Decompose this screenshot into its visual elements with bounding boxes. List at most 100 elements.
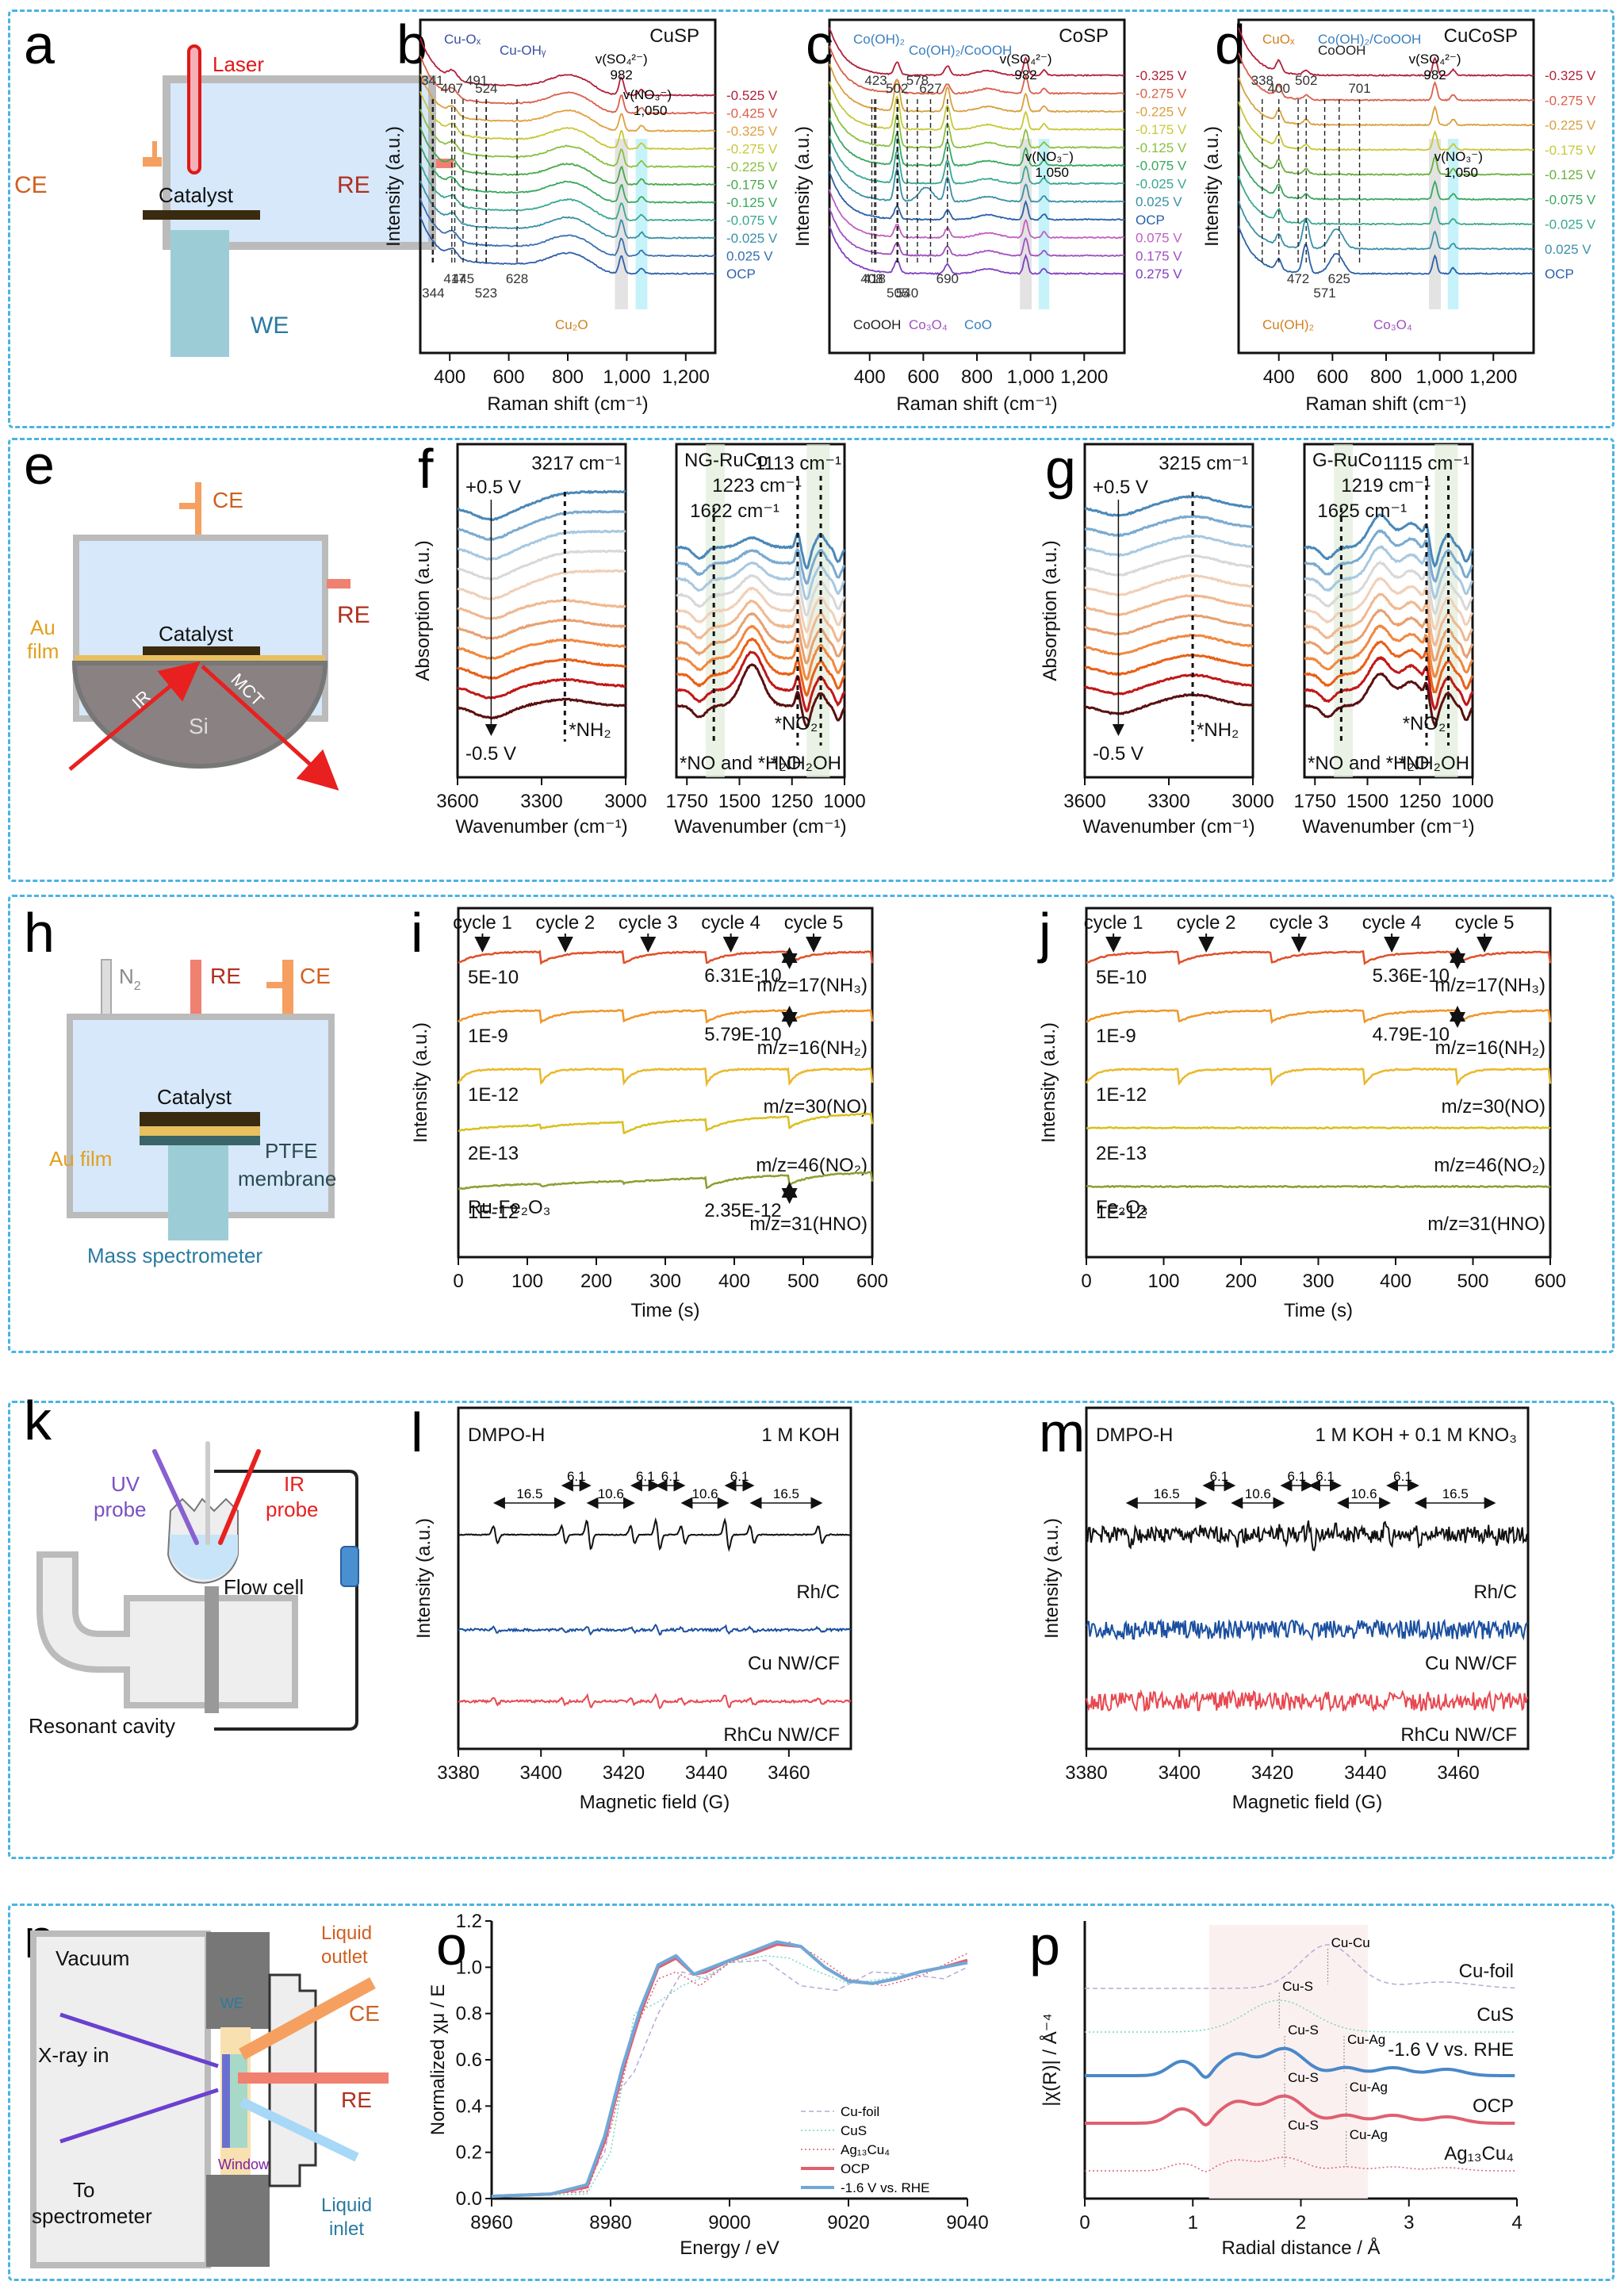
- y-axis-title: Intensity (a.u.): [413, 1518, 435, 1639]
- potential-label: -0.275 V: [726, 142, 778, 157]
- y-axis-title: |χ(R)| / Å⁻⁴: [1039, 2013, 1061, 2106]
- chart-title: CoSP: [1059, 25, 1109, 47]
- xray-in-beam: [59, 2012, 219, 2069]
- ce-label-n: CE: [349, 2001, 380, 2026]
- panel-k-diagram: k UV probe IR probe Flow cell Resonant c…: [24, 1390, 359, 1738]
- flow-cell-tube: [205, 1586, 219, 1713]
- ce-label: CE: [14, 172, 48, 198]
- catalyst-label-e: Catalyst: [159, 622, 234, 646]
- electrolyte-label: 1 M KOH: [761, 1424, 840, 1446]
- x-tick-label: 3: [1404, 2212, 1414, 2233]
- sample-label: NG-RuCo: [684, 450, 768, 471]
- ftir-spectrum: [457, 697, 626, 720]
- plot-frame: [1085, 1406, 1530, 1750]
- potential-label: 0.075 V: [1136, 231, 1182, 246]
- chart-ftir-g1: 3600 3300 3000 Wavenumber (cm⁻¹) Absorption …: [1040, 438, 1274, 838]
- chart-title: CuCoSP: [1444, 25, 1518, 47]
- y-tick-label: 0.8: [456, 2003, 482, 2025]
- panel-label-i: i: [411, 902, 423, 964]
- ftir-spectrum: [1304, 544, 1474, 600]
- potential-label: -0.225 V: [1136, 104, 1187, 119]
- laser-probe: [187, 44, 201, 174]
- ftir-spectrum: [676, 637, 846, 697]
- chart-exafs-p: 0 1 2 3 4 Radial distance / Å |χ(R)| / Å⁻⁴ p Cu-…: [1029, 1915, 1522, 2259]
- ftir-spectrum: [676, 547, 846, 585]
- peak-label: 3217 cm⁻¹: [531, 453, 621, 474]
- x-tick-label: 1250: [1399, 791, 1441, 812]
- x-tick-label: 800: [552, 366, 584, 388]
- x-axis-title: Raman shift (cm⁻¹): [487, 393, 648, 415]
- sample-label: Rh/C: [796, 1582, 840, 1603]
- raman-spectrum: [419, 90, 716, 151]
- peak-label-3: 1115 cm⁻¹: [1383, 453, 1469, 474]
- inlet-label-2: inlet: [329, 2218, 364, 2240]
- x-tick-label: 3460: [1437, 1762, 1479, 1784]
- mz-label: m/z=31(HNO): [749, 1214, 868, 1235]
- ftir-spectrum: [1084, 573, 1254, 596]
- ptfe-label-1: PTFE: [265, 1139, 317, 1163]
- bond-label: Cu-S: [1288, 2070, 1319, 2085]
- splitting-value: 16.5: [516, 1486, 542, 1501]
- peak-value-label: 627: [919, 81, 941, 96]
- panel-label-a: a: [24, 13, 55, 75]
- ftir-spectrum: [457, 509, 626, 542]
- raman-spectrum: [419, 144, 716, 204]
- ms-signal: [1086, 1184, 1551, 1189]
- mz-label: m/z=30(NO): [1442, 1096, 1545, 1118]
- raman-spectrum: [419, 217, 716, 275]
- potential-label: 0.275 V: [1136, 266, 1182, 282]
- re-tube-h: [190, 960, 201, 1017]
- bond-label: Cu-S: [1288, 2023, 1319, 2038]
- exafs-curve: [1085, 2046, 1515, 2080]
- ir-probe: [218, 1449, 261, 1545]
- epr-spectrum: [458, 1516, 852, 1552]
- circulation-tubing: [214, 1470, 358, 1731]
- x-tick-label: 1500: [718, 791, 760, 812]
- raman-spectrum: [1238, 52, 1534, 102]
- mz-label: m/z=17(NH₃): [1434, 975, 1545, 996]
- scale-bar-label: 5E-10: [1096, 967, 1147, 988]
- potential-label: -0.175 V: [726, 178, 778, 193]
- potential-label: 0.175 V: [1136, 248, 1182, 263]
- chart-raman-b: 400 600 800 1,000 1,200 Raman shift (cm⁻¹) Int…: [383, 13, 778, 415]
- panel-label-p: p: [1029, 1915, 1060, 1977]
- y-axis-title: Intensity (a.u.): [1038, 1022, 1059, 1143]
- xray-out-beam: [59, 2088, 219, 2144]
- ms-signal: [458, 1008, 874, 1025]
- x-tick-label: 3600: [1063, 791, 1105, 812]
- raman-spectrum: [1238, 201, 1534, 251]
- drop-value: 5.36E-10: [1373, 965, 1450, 987]
- raman-spectrum: [829, 207, 1125, 258]
- y-axis-title: Intensity (a.u.): [383, 126, 404, 247]
- ftir-spectrum: [1304, 560, 1474, 615]
- cycle-label: cycle 1: [453, 912, 512, 934]
- ftir-spectrum: [1304, 577, 1474, 631]
- x-tick-label: 200: [1225, 1271, 1257, 1292]
- chart-epr-m: 3380 3400 3420 3440 3460 Magnetic field (G) In…: [1039, 1401, 1530, 1813]
- cavity-label: Resonant cavity: [29, 1714, 175, 1738]
- y-tick-label: 1.2: [456, 1911, 482, 1932]
- panel-label-f: f: [418, 438, 434, 500]
- sample-label: Ru-Fe₂O₃: [468, 1197, 550, 1218]
- sample-label: Rh/C: [1473, 1582, 1517, 1603]
- species-label-1: *NO and *H₂O: [680, 753, 801, 774]
- ftir-spectrum: [456, 658, 627, 681]
- potential-label: 0.025 V: [726, 249, 773, 264]
- peak-value-label: 408: [860, 271, 883, 286]
- y-tick-label: 0.2: [456, 2142, 482, 2164]
- x-tick-label: 0: [1081, 1271, 1091, 1292]
- peak-value-label: 578: [906, 73, 929, 88]
- potential-label: OCP: [1545, 266, 1574, 282]
- peak-value-label: 571: [1313, 286, 1335, 301]
- species-annotation: CoOOH: [1318, 43, 1365, 58]
- no3-label: v(NO₃⁻): [1434, 149, 1483, 164]
- uv-label-2: probe: [94, 1497, 147, 1521]
- ms-signal: [458, 949, 874, 965]
- y-axis-title: Normalized χμ / E: [427, 1984, 449, 2135]
- n2-tube: [101, 959, 112, 1018]
- x-axis-title: Time (s): [630, 1300, 699, 1321]
- row-epr: [8, 1401, 1614, 1859]
- x-tick-label: 600: [1534, 1271, 1566, 1292]
- plot-frame: [457, 1406, 852, 1750]
